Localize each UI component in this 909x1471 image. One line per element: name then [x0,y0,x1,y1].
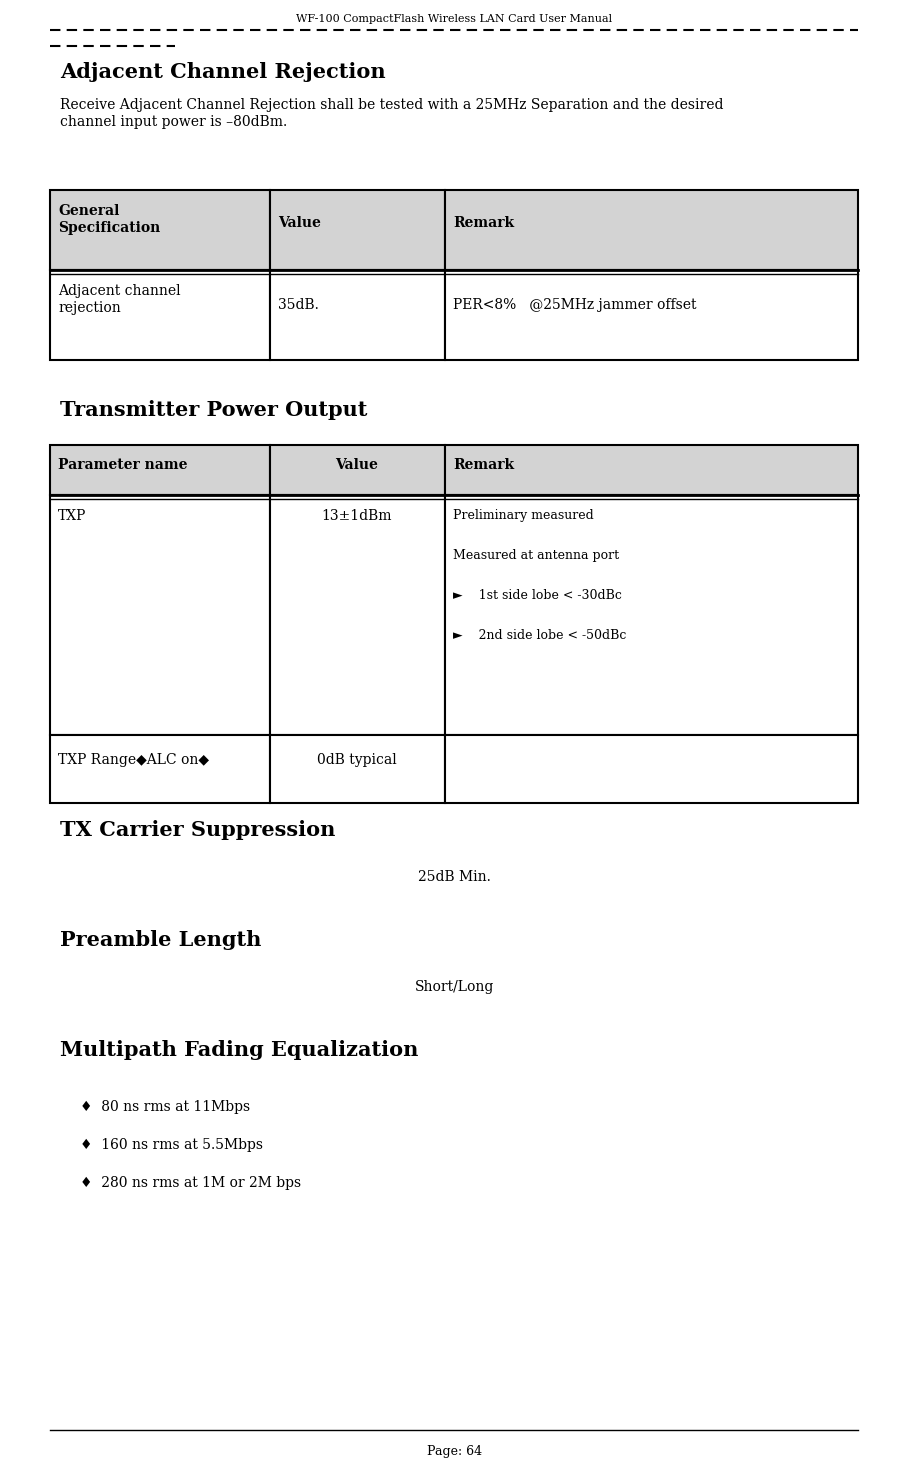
Bar [270,190,445,271]
Text: Adjacent Channel Rejection: Adjacent Channel Rejection [60,62,385,82]
Text: Transmitter Power Output: Transmitter Power Output [60,400,367,421]
Bar [270,446,445,496]
Text: Value: Value [335,457,378,472]
Text: 25dB Min.: 25dB Min. [418,869,491,884]
Text: Page: 64: Page: 64 [427,1445,482,1458]
Text: 0dB typical: 0dB typical [317,753,397,766]
Text: ►    2nd side lobe < -50dBc: ► 2nd side lobe < -50dBc [453,630,626,641]
Text: Remark: Remark [453,216,514,229]
Bar [50,190,270,271]
Bar [270,496,445,736]
Text: ♦  80 ns rms at 11Mbps: ♦ 80 ns rms at 11Mbps [80,1100,250,1114]
Bar [445,190,858,271]
Text: TXP: TXP [58,509,86,524]
Text: ♦  280 ns rms at 1M or 2M bps: ♦ 280 ns rms at 1M or 2M bps [80,1175,301,1190]
Text: PER<8%   @25MHz jammer offset: PER<8% @25MHz jammer offset [453,299,696,312]
Text: Preliminary measured: Preliminary measured [453,509,594,522]
Bar [445,271,858,360]
Text: Measured at antenna port: Measured at antenna port [453,549,619,562]
Text: Adjacent channel
rejection: Adjacent channel rejection [58,284,181,315]
Text: Short/Long: Short/Long [415,980,494,994]
Text: Value: Value [278,216,321,229]
Text: Parameter name: Parameter name [58,457,187,472]
Text: ♦  160 ns rms at 5.5Mbps: ♦ 160 ns rms at 5.5Mbps [80,1139,263,1152]
Text: 13±1dBm: 13±1dBm [322,509,393,524]
Bar [270,736,445,803]
Text: Preamble Length: Preamble Length [60,930,262,950]
Bar [50,496,270,736]
Bar [50,446,270,496]
Text: WF-100 CompactFlash Wireless LAN Card User Manual: WF-100 CompactFlash Wireless LAN Card Us… [296,15,613,24]
Bar [50,736,270,803]
Bar [445,496,858,736]
Bar [445,446,858,496]
Text: Receive Adjacent Channel Rejection shall be tested with a 25MHz Separation and t: Receive Adjacent Channel Rejection shall… [60,99,724,129]
Text: TXP Range◆ALC on◆: TXP Range◆ALC on◆ [58,753,209,766]
Text: Remark: Remark [453,457,514,472]
Text: ►    1st side lobe < -30dBc: ► 1st side lobe < -30dBc [453,588,622,602]
Bar [445,736,858,803]
Bar [270,271,445,360]
Bar [50,271,270,360]
Text: Multipath Fading Equalization: Multipath Fading Equalization [60,1040,418,1061]
Text: TX Carrier Suppression: TX Carrier Suppression [60,819,335,840]
Text: General
Specification: General Specification [58,204,160,235]
Text: 35dB.: 35dB. [278,299,319,312]
